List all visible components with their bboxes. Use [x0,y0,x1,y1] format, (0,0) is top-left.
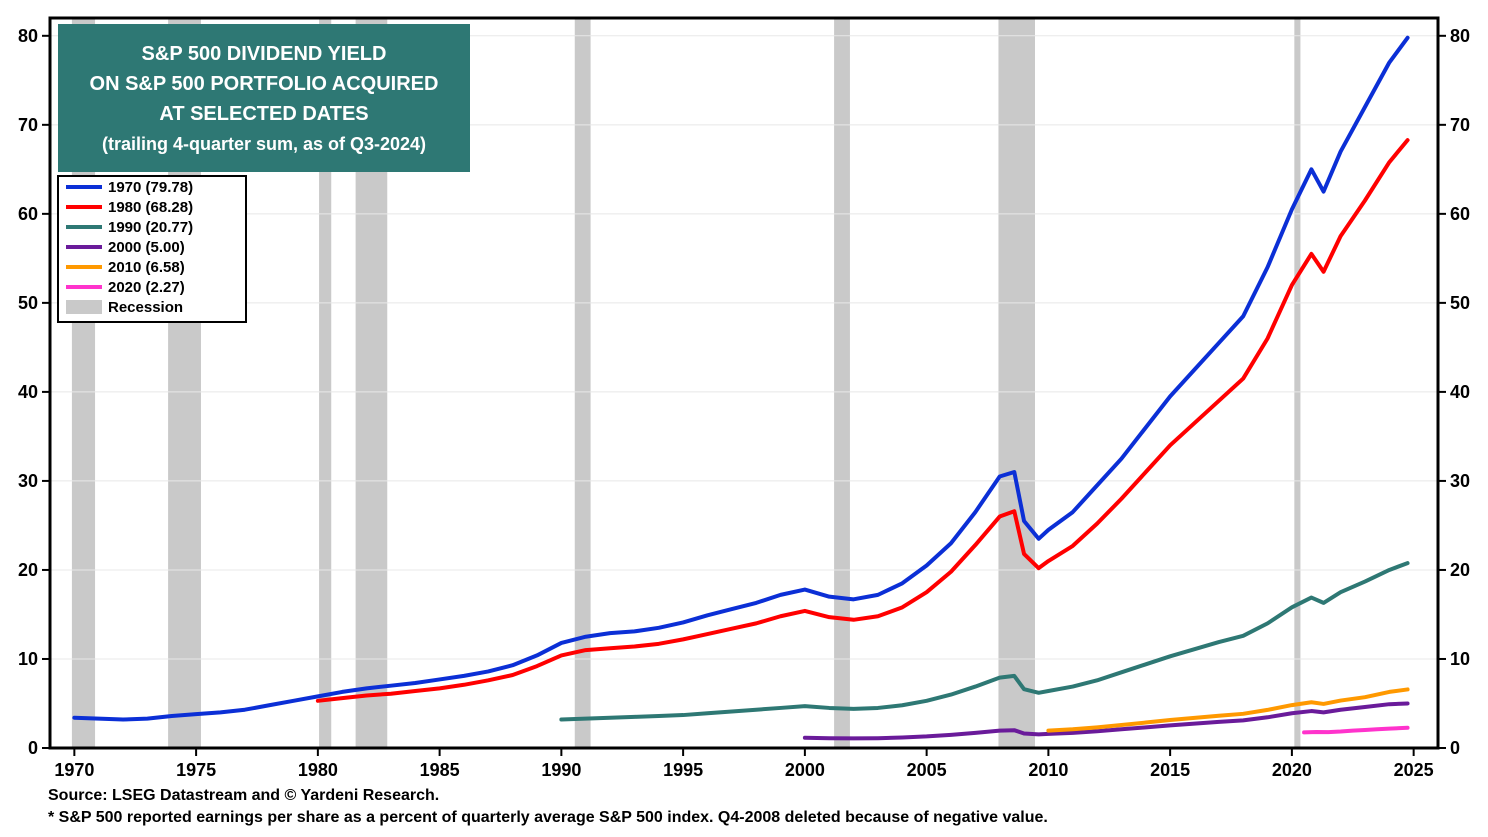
legend-label: 1970 (79.78) [108,179,193,196]
y-tick-label-right: 60 [1450,204,1470,224]
x-tick-label: 1975 [176,760,216,780]
x-tick-label: 2000 [785,760,825,780]
legend-label: 2010 (6.58) [108,259,185,276]
footer-line: Source: LSEG Datastream and © Yardeni Re… [48,787,439,804]
recession-band [834,18,850,748]
x-tick-label: 2010 [1028,760,1068,780]
x-tick-label: 1985 [420,760,460,780]
x-tick-label: 2025 [1394,760,1434,780]
chart-container: { "canvas": { "width": 1488, "height": 8… [0,0,1488,837]
y-tick-label-right: 0 [1450,738,1460,758]
y-tick-label: 50 [18,293,38,313]
y-tick-label-right: 80 [1450,26,1470,46]
y-tick-label: 40 [18,382,38,402]
x-tick-label: 1990 [541,760,581,780]
y-tick-label: 20 [18,560,38,580]
x-tick-label: 1970 [54,760,94,780]
y-tick-label-right: 40 [1450,382,1470,402]
x-tick-label: 1995 [663,760,703,780]
y-tick-label-right: 10 [1450,649,1470,669]
x-tick-label: 2005 [907,760,947,780]
y-tick-label: 80 [18,26,38,46]
x-tick-label: 1980 [298,760,338,780]
x-tick-label: 2015 [1150,760,1190,780]
y-tick-label: 0 [28,738,38,758]
y-tick-label-right: 30 [1450,471,1470,491]
title-line: S&P 500 DIVIDEND YIELD [142,43,387,65]
chart-svg: 0010102020303040405050606070708080197019… [0,0,1488,837]
legend-swatch [66,300,102,314]
title-line: (trailing 4-quarter sum, as of Q3-2024) [102,134,426,154]
legend-label: Recession [108,299,183,316]
x-tick-label: 2020 [1272,760,1312,780]
recession-band [998,18,1035,748]
y-tick-label-right: 20 [1450,560,1470,580]
title-line: AT SELECTED DATES [159,103,368,125]
y-tick-label: 60 [18,204,38,224]
title-line: ON S&P 500 PORTFOLIO ACQUIRED [90,73,439,95]
legend-label: 2000 (5.00) [108,239,185,256]
legend-label: 1980 (68.28) [108,199,193,216]
y-tick-label: 10 [18,649,38,669]
footer-line: * S&P 500 reported earnings per share as… [48,809,1048,826]
y-tick-label-right: 50 [1450,293,1470,313]
y-tick-label: 30 [18,471,38,491]
legend-label: 1990 (20.77) [108,219,193,236]
y-tick-label-right: 70 [1450,115,1470,135]
legend-label: 2020 (2.27) [108,279,185,296]
y-tick-label: 70 [18,115,38,135]
recession-band [1294,18,1300,748]
